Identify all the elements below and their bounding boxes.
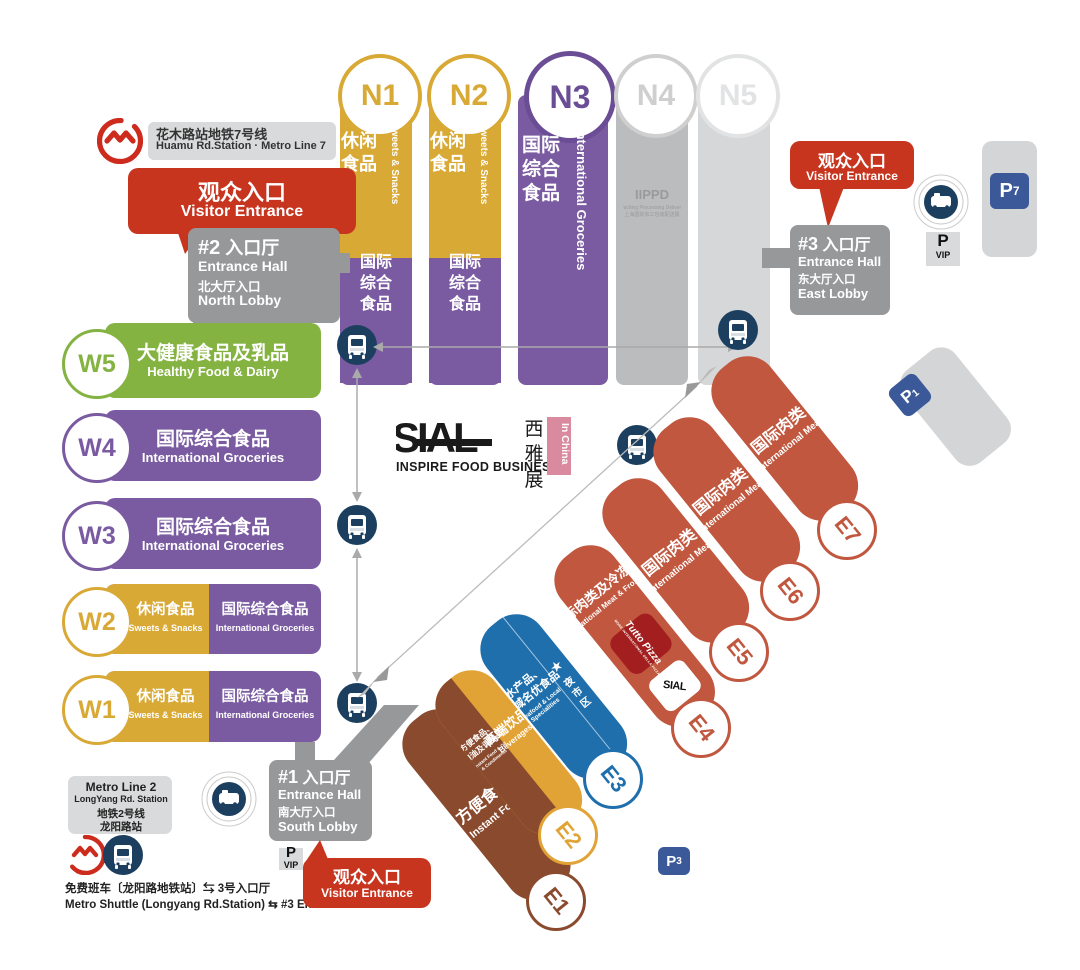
svg-text:Packing Processing Delivery: Packing Processing Delivery [623,205,681,211]
svg-text:SIAL: SIAL [396,414,478,461]
svg-text:IIPPD: IIPPD [635,187,669,202]
svg-text:上海国际加工包装配送展: 上海国际加工包装配送展 [624,211,679,218]
